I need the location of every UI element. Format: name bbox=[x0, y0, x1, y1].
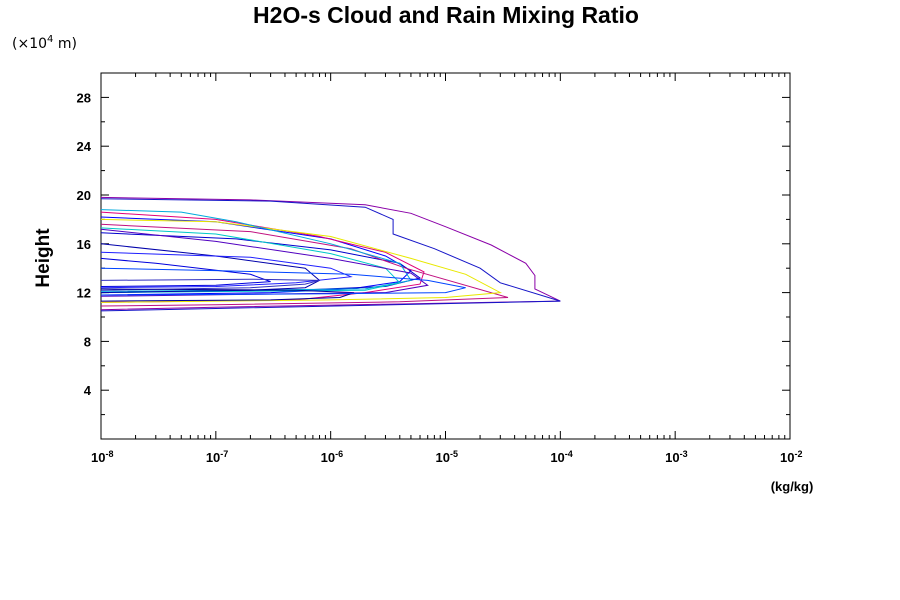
x-tick-label: 10-8 bbox=[91, 449, 113, 465]
y-tick-label: 28 bbox=[77, 90, 91, 105]
series-line bbox=[100, 228, 429, 297]
y-tick-labels: 4 8 12 16 20 24 28 bbox=[77, 90, 92, 398]
series-line bbox=[100, 288, 355, 302]
series-line bbox=[100, 251, 353, 289]
series-line bbox=[100, 216, 412, 296]
plot-area bbox=[100, 72, 791, 440]
series-line bbox=[100, 267, 466, 296]
series-line bbox=[100, 257, 271, 287]
x-tick-label: 10-6 bbox=[321, 449, 343, 465]
series-line bbox=[100, 223, 509, 307]
series-layer bbox=[100, 196, 561, 312]
x-unit-label: (kg/kg) bbox=[771, 479, 814, 494]
x-tick-label: 10-3 bbox=[665, 449, 687, 465]
series-line bbox=[100, 218, 503, 303]
chart-title: H2O-s Cloud and Rain Mixing Ratio bbox=[253, 2, 639, 28]
series-line bbox=[100, 209, 412, 292]
y-tick-label: 24 bbox=[77, 139, 92, 154]
x-tick-label: 10-2 bbox=[780, 449, 802, 465]
y-tick-label: 16 bbox=[77, 237, 91, 252]
y-tick-label: 12 bbox=[77, 286, 91, 301]
x-tick-label: 10-7 bbox=[206, 449, 228, 465]
x-tick-label: 10-4 bbox=[550, 449, 572, 465]
y-axis-label: Height bbox=[33, 228, 54, 288]
series-line bbox=[100, 198, 561, 312]
x-tick-labels: 10-8 10-7 10-6 10-5 10-4 10-3 10-2 bbox=[91, 449, 802, 465]
series-line bbox=[100, 278, 320, 291]
y-tick-label: 8 bbox=[84, 334, 91, 349]
series-line bbox=[100, 196, 561, 311]
y-tick-label: 20 bbox=[77, 188, 91, 203]
x-tick-label: 10-5 bbox=[436, 449, 458, 465]
y-tick-label: 4 bbox=[84, 383, 92, 398]
y-unit-label: (×104 m) bbox=[12, 34, 77, 52]
